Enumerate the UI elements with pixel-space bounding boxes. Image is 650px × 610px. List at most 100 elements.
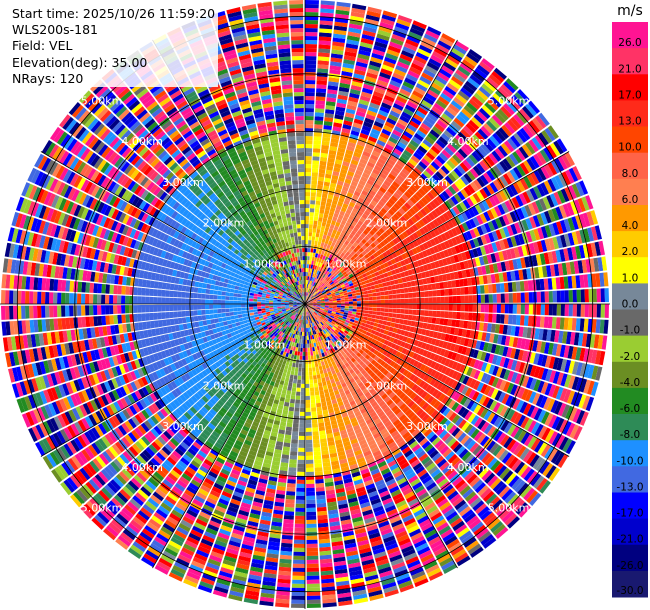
range-gate	[305, 264, 307, 268]
range-gate	[457, 65, 471, 77]
range-gate	[319, 262, 323, 268]
range-gate	[328, 286, 333, 290]
range-gate	[433, 424, 442, 434]
range-gate	[500, 420, 510, 432]
range-gate	[428, 269, 434, 277]
range-gate	[362, 273, 367, 278]
range-gate	[357, 53, 370, 61]
range-gate	[579, 347, 586, 362]
range-gate	[329, 274, 334, 279]
range-gate	[366, 139, 376, 147]
range-gate	[560, 290, 565, 303]
range-gate	[492, 365, 499, 376]
range-gate	[395, 228, 402, 236]
range-gate	[492, 194, 501, 205]
range-gate	[328, 279, 333, 284]
range-gate	[483, 80, 497, 92]
range-gate	[511, 477, 523, 490]
range-gate	[340, 309, 345, 313]
range-gate	[360, 154, 370, 162]
range-gate	[401, 84, 413, 94]
range-gate	[388, 290, 393, 295]
range-gate	[293, 559, 305, 564]
range-gate	[478, 202, 487, 213]
range-gate	[571, 246, 578, 260]
range-gate	[337, 331, 343, 336]
range-gate	[404, 104, 416, 113]
range-gate	[489, 95, 502, 108]
range-gate	[320, 156, 328, 162]
range-gate	[488, 196, 497, 207]
range-gate	[326, 332, 331, 337]
range-gate	[310, 196, 316, 201]
range-gate	[518, 233, 525, 245]
range-gate	[581, 259, 588, 273]
range-gate	[305, 228, 309, 233]
range-gate	[475, 464, 487, 476]
range-gate	[306, 583, 320, 588]
range-gate	[311, 236, 316, 241]
range-gate	[349, 321, 354, 325]
range-gate	[357, 338, 362, 344]
range-gate	[288, 406, 295, 412]
range-gate	[305, 451, 313, 456]
range-gate	[372, 276, 378, 282]
range-gate	[436, 414, 445, 424]
range-gate	[368, 325, 374, 330]
range-gate	[406, 188, 415, 196]
range-gate	[449, 343, 456, 352]
range-gate	[319, 160, 327, 166]
range-gate	[368, 175, 377, 183]
range-gate	[331, 220, 336, 226]
range-gate	[498, 127, 510, 140]
range-gate	[313, 379, 318, 384]
range-gate	[450, 170, 460, 180]
range-gate	[405, 379, 412, 387]
range-gate	[349, 318, 355, 323]
range-gate	[416, 408, 424, 417]
range-gate	[369, 254, 376, 260]
range-gate	[331, 174, 339, 181]
range-gate	[375, 230, 382, 237]
range-gate	[505, 249, 513, 260]
range-gate	[337, 245, 342, 251]
range-gate	[522, 327, 528, 338]
range-gate	[477, 146, 488, 157]
range-gate	[384, 190, 393, 198]
range-gate	[472, 295, 477, 303]
range-gate	[293, 555, 305, 560]
range-gate	[355, 314, 360, 319]
range-gate	[401, 277, 407, 283]
range-gate	[378, 319, 384, 325]
range-gate	[454, 235, 462, 245]
range-gate	[548, 384, 557, 398]
range-gate	[594, 241, 601, 256]
range-gate	[402, 46, 416, 55]
range-gate	[590, 242, 598, 257]
range-gate	[417, 328, 423, 335]
range-gate	[383, 339, 389, 346]
range-gate	[429, 221, 437, 230]
range-gate	[378, 227, 385, 234]
range-gate	[428, 465, 439, 475]
range-gate	[305, 24, 318, 29]
range-gate	[380, 197, 388, 204]
range-gate	[305, 224, 309, 229]
range-gate	[312, 371, 317, 376]
range-gate	[455, 372, 463, 382]
range-gate	[344, 240, 350, 246]
range-gate	[317, 522, 329, 528]
range-gate	[492, 445, 503, 457]
range-gate	[471, 134, 483, 145]
range-gate	[539, 278, 545, 291]
range-gate	[460, 312, 465, 320]
range-gate	[543, 180, 553, 194]
range-gate	[486, 138, 497, 150]
range-gate	[392, 299, 397, 304]
range-gate	[321, 263, 325, 269]
range-gate	[376, 265, 382, 271]
range-gate	[496, 504, 509, 517]
range-gate	[430, 54, 444, 65]
range-gate	[321, 140, 330, 146]
range-gate	[477, 360, 484, 371]
